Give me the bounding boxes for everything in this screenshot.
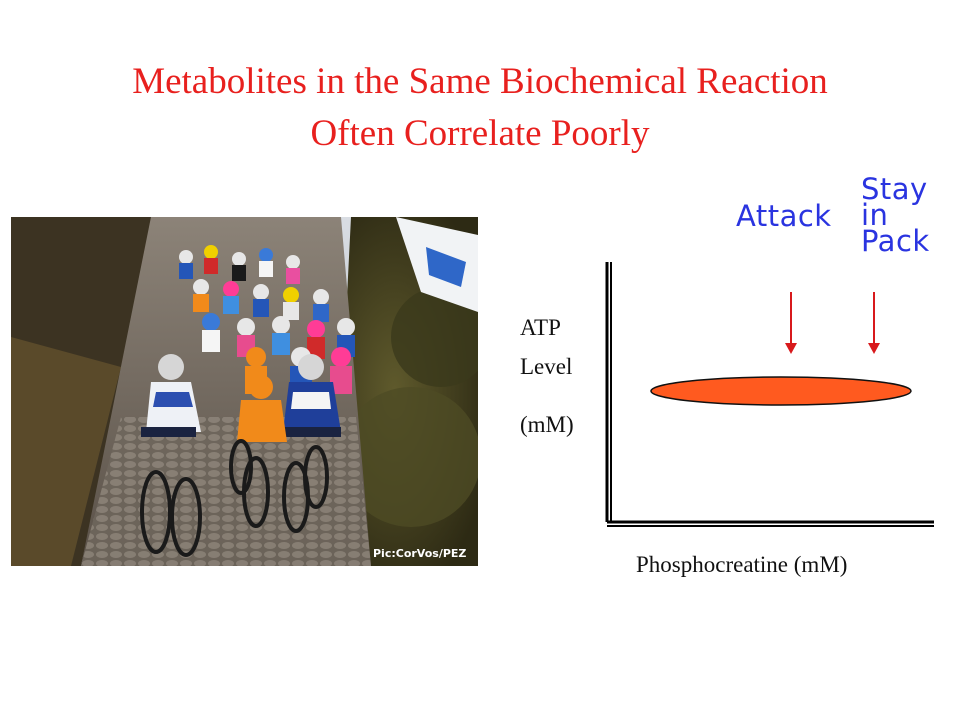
slide-title-line-1: Metabolites in the Same Biochemical Reac… [132, 61, 828, 102]
slide-title-line-2: Often Correlate Poorly [310, 113, 650, 154]
photo-credit: Pic:CorVos/PEZ [373, 547, 466, 560]
stay-in-pack-label: Stay in Pack [861, 172, 930, 258]
data-ellipse [650, 376, 912, 406]
attack-arrow-head [785, 343, 797, 354]
stay-label-line-1: Stay [861, 172, 928, 206]
stay-arrow-head [868, 343, 880, 354]
attack-label: Attack [736, 199, 832, 233]
y-axis-label-line-1: ATP [520, 315, 561, 340]
x-axis-label: Phosphocreatine (mM) [636, 552, 848, 577]
stay-label-line-2: in [861, 198, 889, 232]
stay-label-line-3: Pack [861, 224, 930, 258]
y-axis-label-line-3: (mM) [520, 412, 574, 437]
diagram-axes [605, 262, 934, 527]
y-axis-label-line-2: Level [520, 354, 573, 379]
cycling-peloton-photo: Pic:CorVos/PEZ [11, 217, 478, 566]
